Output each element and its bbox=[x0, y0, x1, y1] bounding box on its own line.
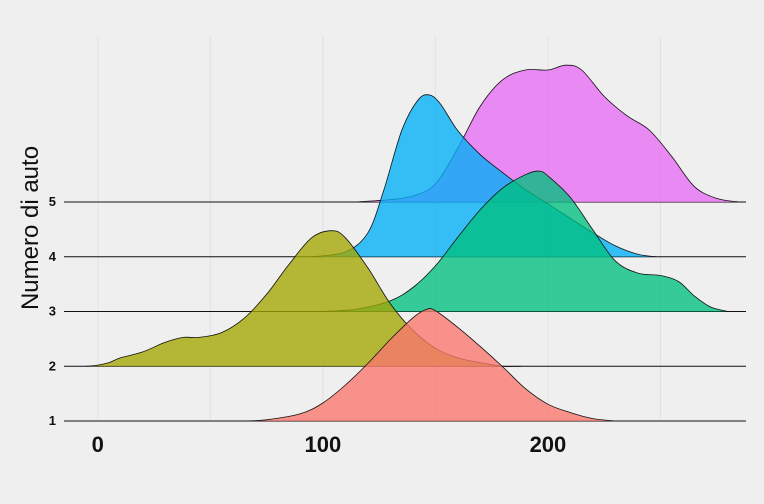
y-tick-1: 1 bbox=[49, 413, 56, 428]
ridge-outline-row-1 bbox=[244, 308, 616, 422]
ridge-area-row-1 bbox=[244, 308, 616, 421]
x-tick-0: 0 bbox=[92, 432, 104, 457]
ridge-area-row-4 bbox=[311, 94, 656, 257]
y-tick-4: 4 bbox=[49, 249, 57, 264]
x-tick-labels: 0 100 200 bbox=[92, 432, 567, 457]
ridge-area-row-3 bbox=[322, 171, 728, 312]
y-tick-2: 2 bbox=[49, 358, 56, 373]
ridge-outline-row-3 bbox=[322, 170, 729, 312]
density-ridges bbox=[86, 64, 740, 422]
x-tick-200: 200 bbox=[530, 432, 567, 457]
y-tick-3: 3 bbox=[49, 304, 56, 319]
x-tick-100: 100 bbox=[304, 432, 341, 457]
y-tick-5: 5 bbox=[49, 194, 56, 209]
y-tick-labels: 1 2 3 4 5 bbox=[49, 194, 57, 428]
y-axis-label: Numero di auto bbox=[17, 146, 44, 310]
